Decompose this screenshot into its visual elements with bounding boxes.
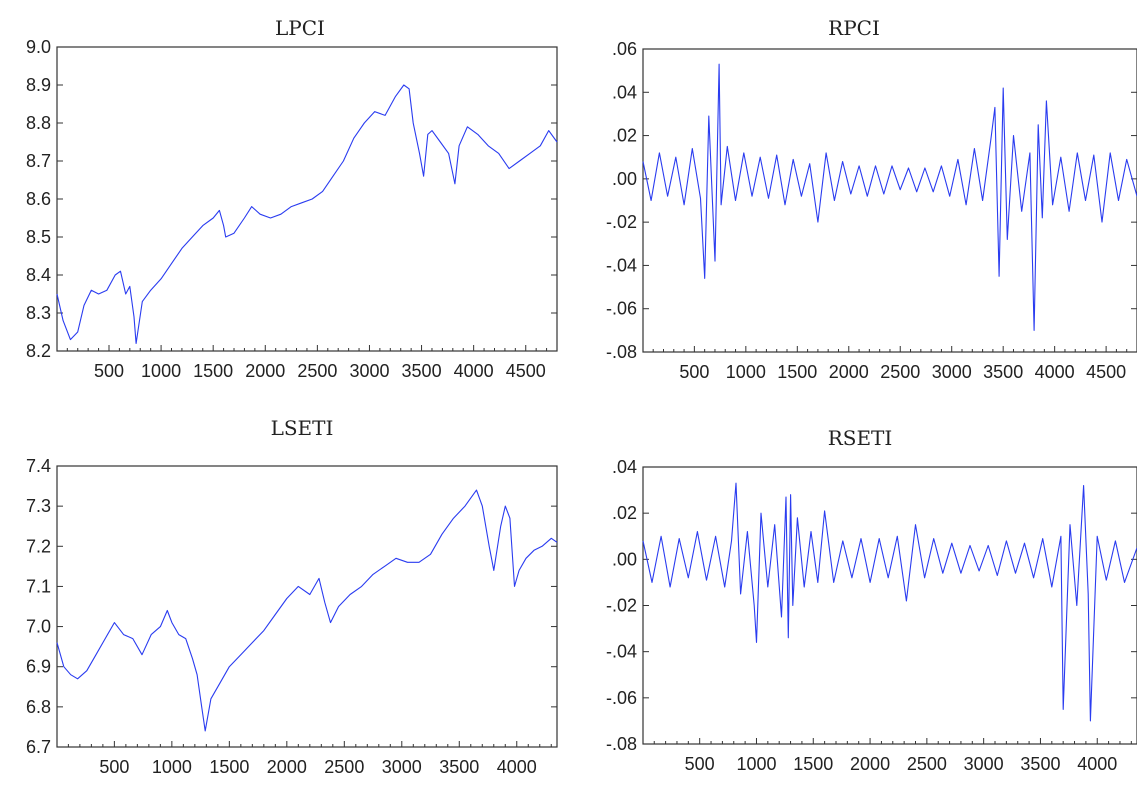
panel-lpci: LPCI 8.2 8.3 8.4 8.5 8.6 8.7 8.8 8.9 9.0 500 1000… bbox=[26, 16, 558, 381]
rpci-x-tick-label: 4500 bbox=[1086, 362, 1126, 382]
panel-rpci-axis-ticks bbox=[643, 48, 1137, 353]
lpci-x-tick-label: 3000 bbox=[349, 361, 389, 381]
rpci-y-tick-label: .06 bbox=[612, 39, 637, 59]
lpci-x-tick-label: 1000 bbox=[141, 361, 181, 381]
rseti-y-tick-label: -.04 bbox=[606, 642, 637, 662]
rpci-x-tick-label: 4000 bbox=[1035, 362, 1075, 382]
rseti-x-tick-label: 2000 bbox=[850, 754, 890, 774]
lpci-y-tick-label: 9.0 bbox=[26, 37, 51, 57]
rseti-x-tick-label: 500 bbox=[685, 754, 715, 774]
rpci-x-tick-label: 1500 bbox=[777, 362, 817, 382]
lseti-y-tick-label: 7.4 bbox=[26, 456, 51, 476]
rseti-y-tick-label: -.02 bbox=[606, 596, 637, 616]
lseti-y-tick-label: 7.2 bbox=[26, 536, 51, 556]
panel-lseti: LSETI 6.7 6.8 6.9 7.0 7.1 7.2 7.3 7.4 500 1000 15… bbox=[26, 416, 558, 777]
lseti-y-tick-label: 6.9 bbox=[26, 657, 51, 677]
rseti-x-tick-label: 4000 bbox=[1077, 754, 1117, 774]
panel-lseti-x-tick-labels: 500 1000 1500 2000 2500 3000 3500 4000 bbox=[99, 757, 536, 777]
lpci-x-tick-label: 4500 bbox=[506, 361, 546, 381]
rseti-y-tick-label: -.08 bbox=[606, 734, 637, 754]
lpci-y-tick-label: 8.4 bbox=[26, 265, 51, 285]
lpci-y-tick-label: 8.6 bbox=[26, 189, 51, 209]
rseti-y-tick-label: .00 bbox=[612, 549, 637, 569]
lpci-x-tick-label: 1500 bbox=[193, 361, 233, 381]
panel-rpci-series-line bbox=[642, 63, 1137, 331]
panel-lseti-axis-ticks bbox=[57, 465, 557, 748]
panel-rpci-frame bbox=[642, 48, 1137, 353]
panel-rseti-series-line bbox=[642, 482, 1137, 722]
lpci-x-tick-label: 3500 bbox=[402, 361, 442, 381]
rseti-x-tick-label: 1500 bbox=[793, 754, 833, 774]
panel-lpci-axis-ticks bbox=[57, 46, 557, 352]
lpci-x-tick-label: 2500 bbox=[297, 361, 337, 381]
lseti-x-tick-label: 4000 bbox=[497, 757, 537, 777]
lpci-y-tick-label: 8.2 bbox=[26, 341, 51, 361]
rseti-x-tick-label: 1000 bbox=[736, 754, 776, 774]
rseti-y-tick-label: .02 bbox=[612, 503, 637, 523]
rpci-x-tick-label: 500 bbox=[679, 362, 709, 382]
lpci-x-tick-label: 500 bbox=[94, 361, 124, 381]
panel-rpci-title: RPCI bbox=[828, 16, 880, 40]
lseti-y-tick-label: 6.7 bbox=[26, 737, 51, 757]
rpci-y-tick-label: .02 bbox=[612, 126, 637, 146]
lpci-y-tick-label: 8.3 bbox=[26, 303, 51, 323]
rpci-x-tick-label: 2000 bbox=[829, 362, 869, 382]
panel-lpci-y-tick-labels: 8.2 8.3 8.4 8.5 8.6 8.7 8.8 8.9 9.0 bbox=[26, 37, 51, 361]
lpci-y-tick-label: 8.8 bbox=[26, 113, 51, 133]
rpci-y-tick-label: -.06 bbox=[606, 299, 637, 319]
lpci-x-tick-label: 2000 bbox=[245, 361, 285, 381]
rseti-x-tick-label: 3000 bbox=[964, 754, 1004, 774]
rpci-y-tick-label: .00 bbox=[612, 169, 637, 189]
rpci-y-tick-label: -.02 bbox=[606, 212, 637, 232]
lseti-y-tick-label: 7.1 bbox=[26, 576, 51, 596]
panel-rpci: RPCI -.08 -.06 -.04 -.02 .00 .02 .04 .06 500 100… bbox=[606, 16, 1137, 382]
lseti-x-tick-label: 2500 bbox=[324, 757, 364, 777]
panel-lseti-frame bbox=[56, 465, 558, 748]
lseti-y-tick-label: 7.0 bbox=[26, 617, 51, 637]
panel-rseti-x-tick-labels: 500 1000 1500 2000 2500 3000 3500 4000 bbox=[685, 754, 1118, 774]
panel-lseti-y-tick-labels: 6.7 6.8 6.9 7.0 7.1 7.2 7.3 7.4 bbox=[26, 456, 51, 757]
rpci-y-tick-label: .04 bbox=[612, 82, 637, 102]
panel-lpci-x-tick-labels: 500 1000 1500 2000 2500 3000 3500 4000 4500 bbox=[94, 361, 546, 381]
rpci-x-tick-label: 3500 bbox=[983, 362, 1023, 382]
panel-rpci-y-tick-labels: -.08 -.06 -.04 -.02 .00 .02 .04 .06 bbox=[606, 39, 637, 362]
panel-lpci-series-line bbox=[56, 84, 558, 344]
panel-rseti-title: RSETI bbox=[828, 426, 893, 450]
lseti-x-tick-label: 500 bbox=[99, 757, 129, 777]
lseti-x-tick-label: 2000 bbox=[267, 757, 307, 777]
rpci-x-tick-label: 3000 bbox=[932, 362, 972, 382]
lseti-x-tick-label: 1500 bbox=[209, 757, 249, 777]
rseti-y-tick-label: .04 bbox=[612, 457, 637, 477]
lpci-y-tick-label: 8.9 bbox=[26, 75, 51, 95]
panel-lseti-title: LSETI bbox=[271, 416, 334, 440]
lseti-y-tick-label: 6.8 bbox=[26, 697, 51, 717]
rpci-y-tick-label: -.04 bbox=[606, 255, 637, 275]
panel-lseti-series-line bbox=[56, 489, 558, 732]
rseti-x-tick-label: 2500 bbox=[907, 754, 947, 774]
lseti-x-tick-label: 3500 bbox=[439, 757, 479, 777]
lseti-x-tick-label: 1000 bbox=[152, 757, 192, 777]
lseti-x-tick-label: 3000 bbox=[382, 757, 422, 777]
rpci-x-tick-label: 2500 bbox=[880, 362, 920, 382]
lpci-x-tick-label: 4000 bbox=[454, 361, 494, 381]
panel-lpci-title: LPCI bbox=[275, 16, 325, 40]
lseti-y-tick-label: 7.3 bbox=[26, 496, 51, 516]
panel-rpci-x-tick-labels: 500 1000 1500 2000 2500 3000 3500 4000 4500 bbox=[679, 362, 1126, 382]
panel-rseti-axis-ticks bbox=[643, 466, 1137, 745]
rseti-y-tick-label: -.06 bbox=[606, 688, 637, 708]
rseti-x-tick-label: 3500 bbox=[1020, 754, 1060, 774]
panel-rseti-y-tick-labels: -.08 -.06 -.04 -.02 .00 .02 .04 bbox=[606, 457, 637, 754]
panel-rseti: RSETI -.08 -.06 -.04 -.02 .00 .02 .04 500 1000 1… bbox=[606, 426, 1137, 774]
rpci-x-tick-label: 1000 bbox=[726, 362, 766, 382]
rpci-y-tick-label: -.08 bbox=[606, 342, 637, 362]
lpci-y-tick-label: 8.5 bbox=[26, 227, 51, 247]
lpci-y-tick-label: 8.7 bbox=[26, 151, 51, 171]
